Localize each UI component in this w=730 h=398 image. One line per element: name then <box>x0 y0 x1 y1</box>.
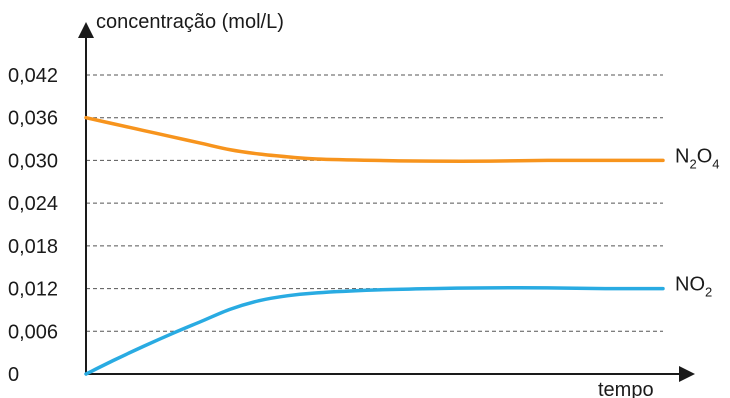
series-label-n2o4: N2O4 <box>675 145 719 171</box>
x-axis-title: tempo <box>598 379 654 398</box>
y-tick-label: 0,024 <box>8 193 58 215</box>
y-tick-label: 0,042 <box>8 65 58 87</box>
y-tick-label: 0 <box>8 364 19 386</box>
series-lines <box>84 115 665 376</box>
y-tick-label: 0,012 <box>8 279 58 301</box>
y-tick-label: 0,006 <box>8 321 58 343</box>
y-tick-label: 0,030 <box>8 150 58 172</box>
y-axis-title: concentração (mol/L) <box>96 11 284 33</box>
y-tick-label: 0,018 <box>8 236 58 258</box>
series-line-n2o4 <box>84 115 665 163</box>
series-label-no2: NO2 <box>675 274 712 300</box>
y-tick-labels: 0 0,006 0,012 0,018 0,024 0,030 0,036 0,042 <box>8 65 58 386</box>
y-tick-label: 0,036 <box>8 108 58 130</box>
gridlines <box>86 74 663 332</box>
series-labels: N2O4 NO2 <box>675 145 719 299</box>
series-line-no2 <box>84 286 665 376</box>
